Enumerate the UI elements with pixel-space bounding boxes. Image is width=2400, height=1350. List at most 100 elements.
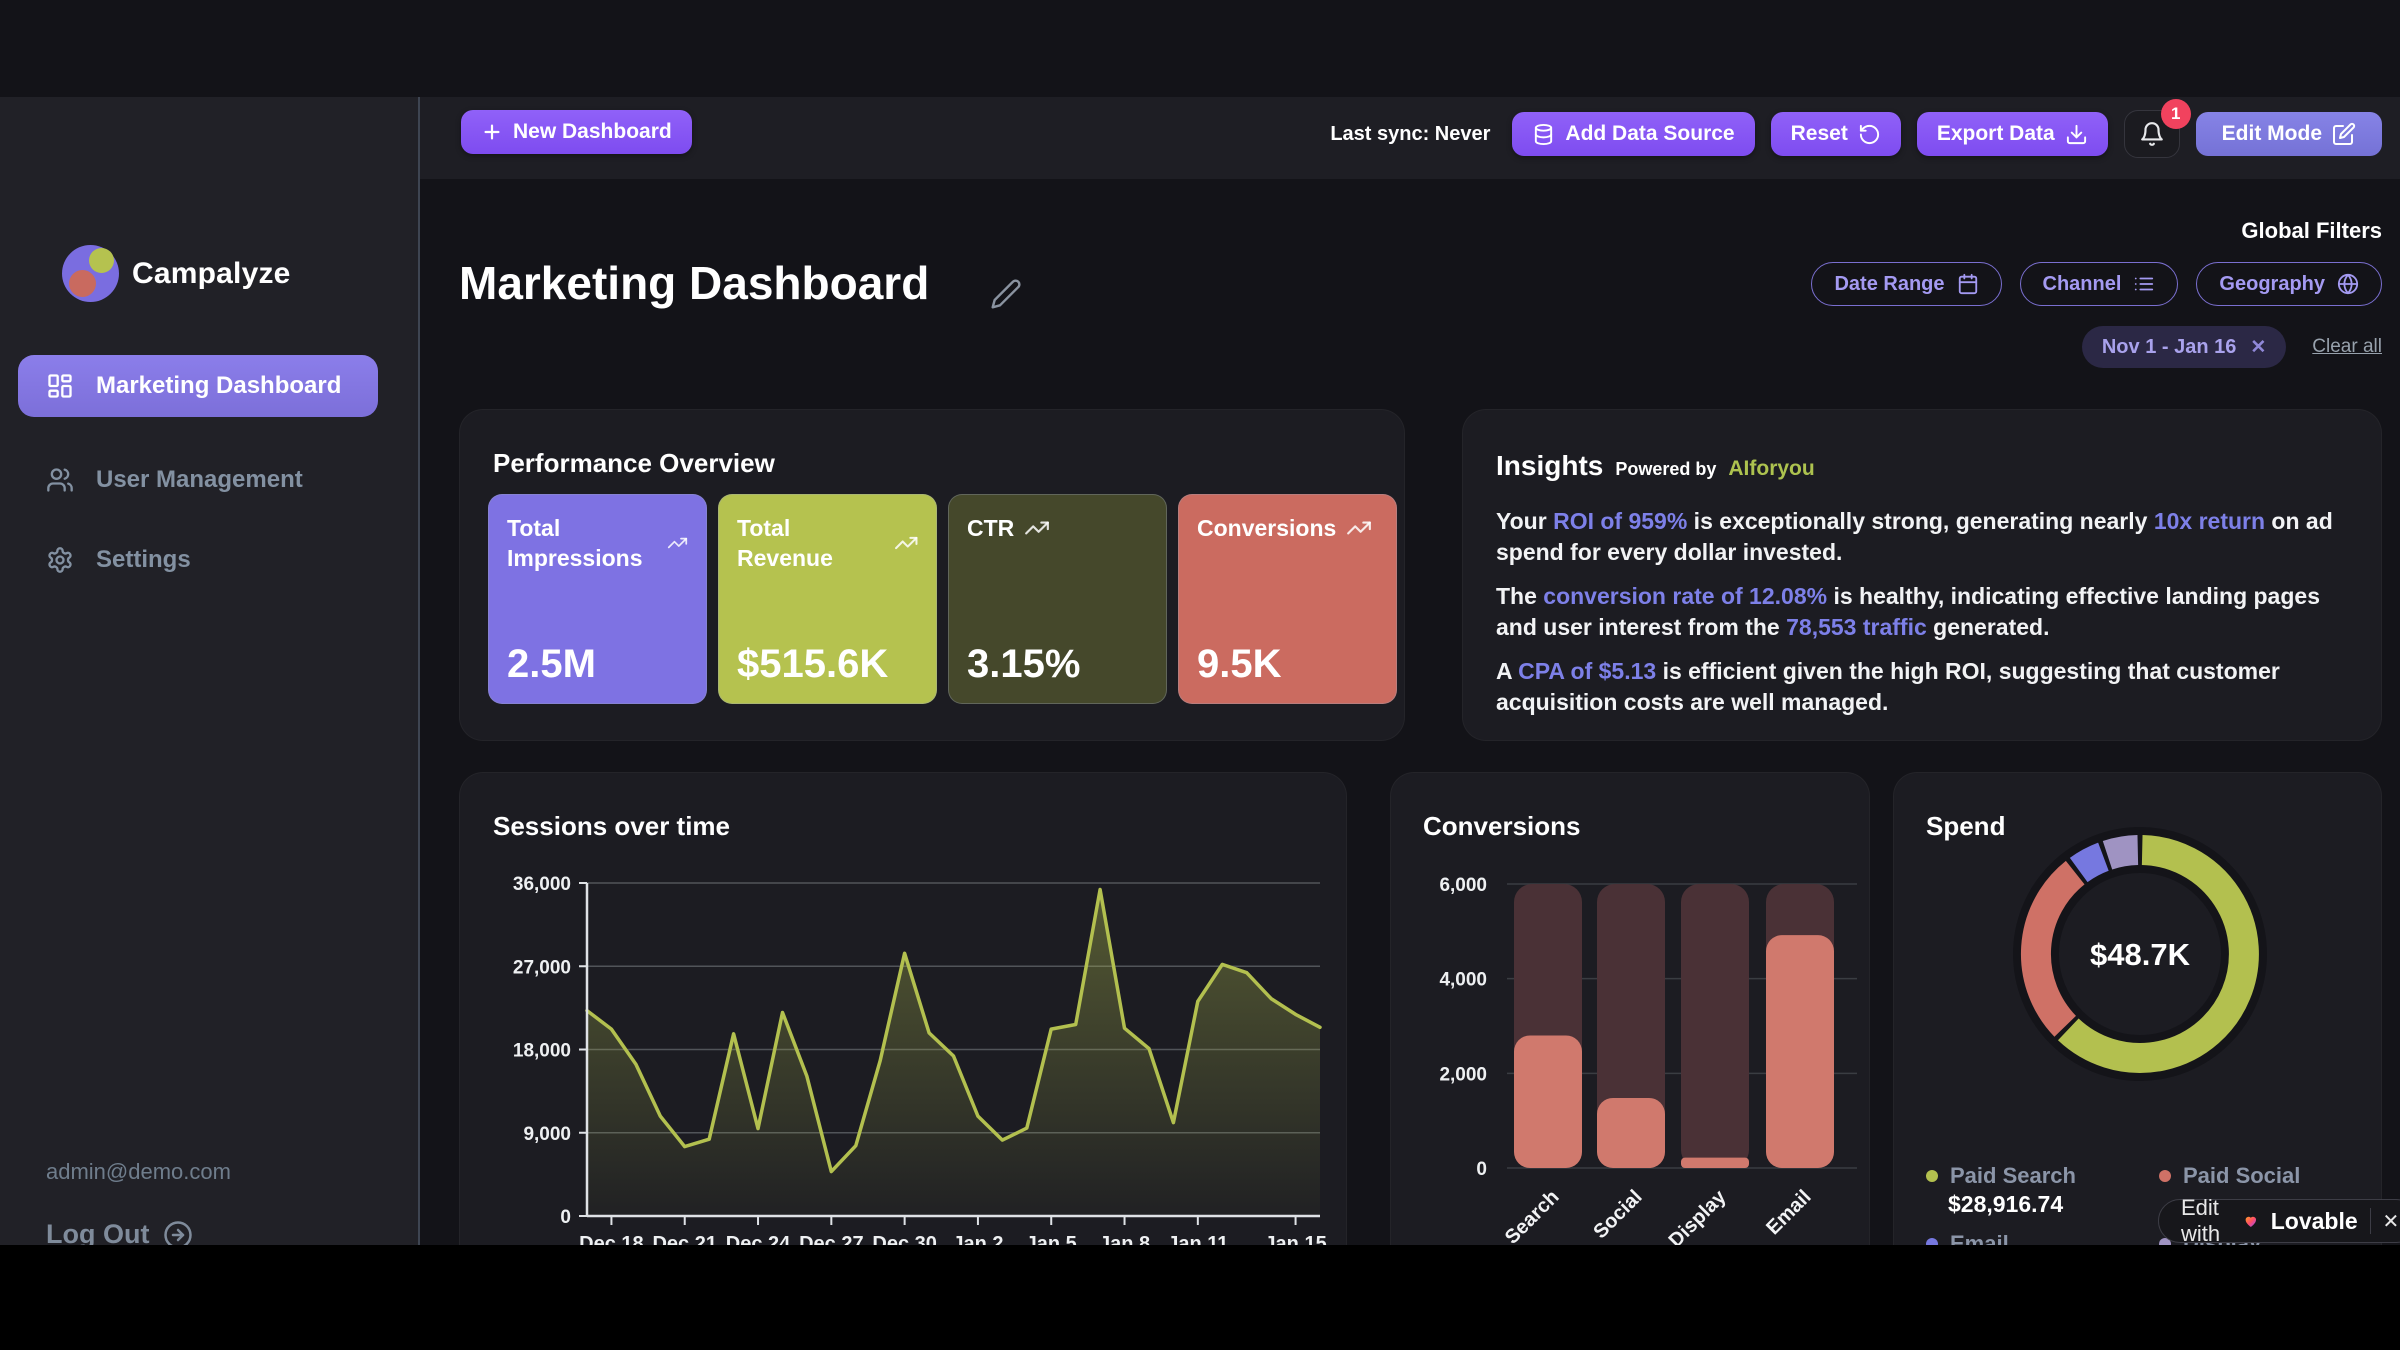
legend-dot	[1926, 1170, 1938, 1182]
download-icon	[2066, 124, 2086, 144]
clear-all-filters-link[interactable]: Clear all	[2312, 336, 2382, 357]
sidebar-item-label: Marketing Dashboard	[96, 372, 342, 399]
svg-text:4,000: 4,000	[1439, 970, 1487, 991]
kpi-value: 2.5M	[507, 642, 596, 686]
sessions-chart-card: Sessions over time 0 9,000 18,000 27,000 36,…	[459, 772, 1347, 1245]
svg-text:Social: Social	[1589, 1186, 1646, 1243]
kpi-total-revenue[interactable]: Total Revenue $515.6K	[718, 494, 937, 704]
plus-icon	[484, 124, 500, 140]
spend-chart-card: Spend $48.7K Paid Search $28,916.74 Paid…	[1893, 772, 2382, 1245]
notifications-button[interactable]: 1	[2123, 99, 2191, 158]
svg-text:Jan 2: Jan 2	[952, 1233, 1003, 1245]
logout-button[interactable]: Log Out	[46, 1219, 193, 1245]
spend-donut-chart[interactable]: $48.7K	[1894, 773, 2383, 1245]
svg-text:Display: Display	[1665, 1185, 1731, 1245]
sidebar-item-user-management[interactable]: User Management	[18, 449, 378, 511]
edit-with-lovable-badge[interactable]: Edit with Lovable ✕	[2158, 1195, 2400, 1245]
edit-mode-button[interactable]: Edit Mode	[2195, 112, 2382, 156]
arrow-right-circle-icon	[164, 1220, 193, 1245]
new-dashboard-button[interactable]: New Dashboard	[461, 110, 692, 154]
conversions-chart-title: Conversions	[1423, 811, 1581, 841]
trending-up-icon	[667, 537, 688, 549]
topbar: New Dashboard Last sync: Never Add Data …	[420, 97, 2400, 179]
badge-close-icon[interactable]: ✕	[2382, 1210, 2400, 1233]
app-window: Campalyze Marketing Dashboard User Manag…	[0, 0, 2400, 1245]
kpi-value: 9.5K	[1197, 642, 1282, 686]
brand-logo-icon	[62, 245, 119, 302]
geography-filter-button[interactable]: Geography	[2196, 262, 2382, 306]
performance-overview-card: Performance Overview Total Impressions 2…	[459, 409, 1405, 741]
sidebar-item-marketing-dashboard[interactable]: Marketing Dashboard	[18, 355, 378, 417]
lovable-heart-icon	[2245, 1216, 2257, 1227]
svg-text:Dec 27: Dec 27	[799, 1233, 864, 1245]
svg-text:Jan 11: Jan 11	[1167, 1233, 1228, 1245]
svg-text:27,000: 27,000	[513, 957, 571, 978]
date-range-filter-button[interactable]: Date Range	[1811, 262, 2002, 306]
svg-text:Jan 15: Jan 15	[1264, 1233, 1326, 1245]
powered-by-label: Powered by	[1615, 459, 1717, 479]
svg-text:36,000: 36,000	[513, 874, 571, 895]
legend-dot	[2159, 1238, 2171, 1245]
svg-text:Search: Search	[1501, 1186, 1564, 1245]
legend-value-paid-search: $28,916.74	[1948, 1191, 2064, 1217]
conversions-chart-card: Conversions 0 2,000 4,000 6,000 Search Social…	[1390, 772, 1870, 1245]
kpi-total-impressions[interactable]: Total Impressions 2.5M	[488, 494, 707, 704]
user-email: admin@demo.com	[46, 1159, 231, 1184]
kpi-conversions[interactable]: Conversions 9.5K	[1178, 494, 1397, 704]
svg-text:2,000: 2,000	[1439, 1064, 1487, 1085]
trending-up-icon	[1347, 521, 1372, 535]
kpi-value: 3.15%	[967, 642, 1081, 686]
list-icon	[2135, 277, 2154, 291]
legend-dot	[2159, 1170, 2171, 1182]
edit-title-pencil-icon[interactable]	[990, 278, 1022, 315]
conversions-bar-chart[interactable]: 0 2,000 4,000 6,000 Search Social Display Email	[1391, 773, 1871, 1245]
sessions-chart-title: Sessions over time	[493, 811, 730, 841]
rotate-ccw-icon	[1859, 124, 1879, 144]
notification-badge: 1	[2160, 99, 2191, 129]
spend-chart-title: Spend	[1926, 811, 2006, 841]
trending-up-icon	[1025, 521, 1050, 535]
globe-icon	[2337, 273, 2359, 295]
remove-filter-icon[interactable]: ✕	[2250, 336, 2267, 358]
svg-text:Dec 18: Dec 18	[579, 1233, 644, 1245]
active-filters-row: Nov 1 - Jan 16 ✕ Clear all	[2081, 326, 2382, 368]
sidebar-divider	[418, 97, 420, 1245]
svg-text:6,000: 6,000	[1439, 875, 1487, 896]
bell-icon	[2140, 122, 2163, 146]
svg-text:0: 0	[1476, 1159, 1487, 1180]
svg-text:18,000: 18,000	[513, 1041, 571, 1062]
calendar-icon	[1958, 273, 1977, 295]
svg-text:Jan 5: Jan 5	[1026, 1233, 1077, 1245]
sidebar-item-label: User Management	[96, 466, 303, 493]
badge-prefix: Edit with	[2181, 1195, 2221, 1245]
topbar-actions: Last sync: Never Add Data Source Reset E…	[1330, 99, 2382, 158]
date-range-chip[interactable]: Nov 1 - Jan 16 ✕	[2081, 326, 2287, 368]
sidebar-item-label: Settings	[96, 546, 191, 573]
channel-filter-button[interactable]: Channel	[2019, 262, 2179, 306]
legend-dot	[1926, 1238, 1938, 1245]
database-icon	[1535, 123, 1553, 145]
sessions-line-chart[interactable]: 0 9,000 18,000 27,000 36,000 Dec 18 Dec 21 Dec …	[460, 773, 1348, 1245]
svg-text:0: 0	[560, 1207, 571, 1228]
logout-label: Log Out	[46, 1219, 150, 1245]
svg-text:Dec 24: Dec 24	[726, 1233, 791, 1245]
svg-text:Jan 8: Jan 8	[1099, 1233, 1150, 1245]
export-data-button[interactable]: Export Data	[1916, 112, 2108, 156]
add-data-source-button[interactable]: Add Data Source	[1512, 112, 1755, 156]
last-sync-status: Last sync: Never	[1330, 122, 1491, 145]
sidebar-item-settings[interactable]: Settings	[18, 529, 378, 591]
insights-heading: Insights	[1496, 450, 1604, 481]
insight-paragraph: Your ROI of 959% is exceptionally strong…	[1496, 508, 2333, 565]
kpi-ctr[interactable]: CTR 3.15%	[948, 494, 1167, 704]
sidebar: Campalyze Marketing Dashboard User Manag…	[0, 97, 418, 1245]
global-filters-label: Global Filters	[2241, 218, 2382, 243]
badge-brand: Lovable	[2270, 1207, 2358, 1234]
brand-name: Campalyze	[132, 257, 291, 290]
reset-button[interactable]: Reset	[1770, 112, 1901, 156]
ai-provider-name: AIforyou	[1728, 457, 1815, 480]
filter-buttons: Date Range Channel Geography	[1811, 262, 2382, 306]
insight-paragraph: The conversion rate of 12.08% is healthy…	[1496, 583, 2320, 640]
insights-paragraphs: Your ROI of 959% is exceptionally strong…	[1496, 506, 2352, 731]
gear-icon	[48, 547, 72, 573]
